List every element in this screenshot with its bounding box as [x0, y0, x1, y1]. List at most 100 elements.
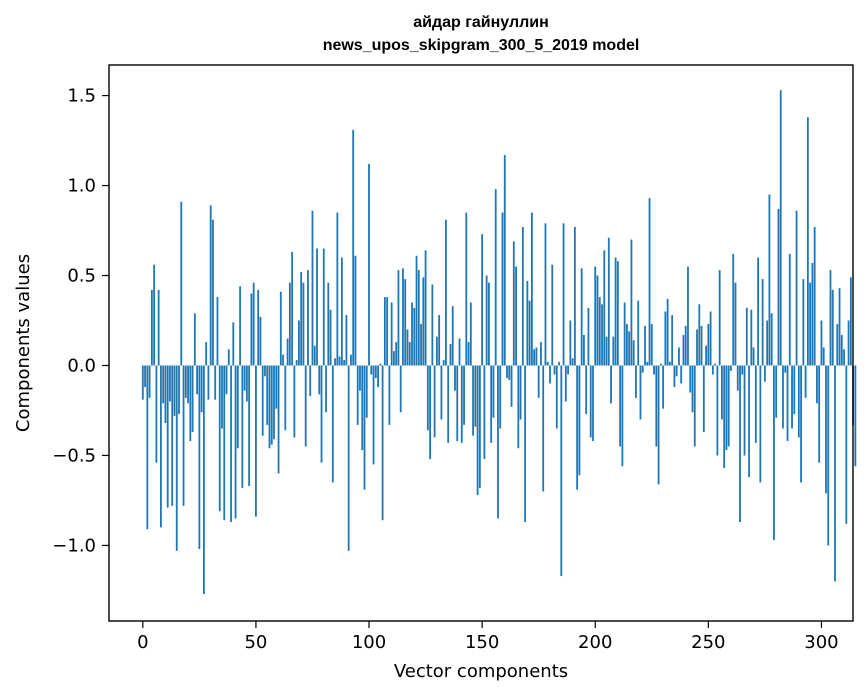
- bar-63: [284, 365, 287, 431]
- bar-32: [214, 365, 217, 400]
- bar-211: [619, 365, 622, 447]
- bar-54: [264, 365, 266, 377]
- bar-42: [236, 365, 239, 449]
- bar-111: [393, 351, 395, 366]
- bar-52: [259, 316, 262, 366]
- bar-104: [377, 365, 379, 388]
- bar-119: [411, 302, 413, 366]
- bar-223: [646, 361, 649, 366]
- bar-139: [456, 365, 459, 442]
- bar-247: [700, 325, 703, 366]
- bar-285: [786, 365, 789, 442]
- bar-88: [340, 257, 343, 366]
- bar-132: [440, 365, 443, 420]
- bar-312: [847, 320, 850, 366]
- bar-75: [311, 210, 314, 366]
- bar-134: [445, 219, 447, 366]
- bar-66: [291, 252, 294, 366]
- bar-94: [354, 255, 357, 366]
- bar-281: [777, 208, 780, 366]
- x-tick-label: 100: [352, 632, 386, 653]
- bar-40: [232, 322, 235, 366]
- bar-110: [390, 302, 393, 366]
- bar-307: [836, 324, 839, 366]
- bar-68: [295, 360, 298, 366]
- bar-303: [827, 365, 830, 546]
- bar-150: [481, 234, 484, 366]
- bar-166: [517, 365, 520, 449]
- bar-16: [178, 365, 180, 415]
- bar-85: [334, 358, 336, 366]
- bar-47: [248, 365, 251, 487]
- bar-181: [551, 264, 554, 366]
- bar-36: [223, 365, 226, 521]
- bar-202: [598, 297, 601, 366]
- bar-287: [791, 365, 793, 429]
- bar-107: [383, 297, 386, 366]
- bar-39: [230, 365, 232, 523]
- y-tick-label: 1.0: [67, 176, 96, 197]
- bar-250: [707, 324, 710, 366]
- bar-257: [723, 365, 726, 469]
- chart-title: айдар гайнуллин: [413, 14, 549, 31]
- bar-293: [804, 365, 807, 398]
- bar-172: [530, 212, 533, 366]
- bar-15: [175, 365, 178, 551]
- bar-1: [144, 365, 146, 388]
- bar-183: [555, 365, 558, 429]
- bar-10: [164, 365, 167, 424]
- bar-258: [725, 365, 728, 451]
- bar-14: [173, 365, 176, 416]
- bar-145: [469, 302, 472, 366]
- bar-58: [273, 365, 275, 440]
- bar-120: [413, 307, 416, 366]
- bar-274: [761, 279, 764, 366]
- bar-118: [408, 342, 411, 366]
- bar-254: [716, 365, 719, 456]
- bar-182: [553, 365, 556, 375]
- bar-214: [626, 324, 628, 366]
- y-tick-label: −1.0: [52, 535, 96, 556]
- bar-12: [169, 365, 171, 402]
- bar-230: [662, 365, 664, 409]
- bar-220: [639, 365, 642, 420]
- bar-308: [838, 288, 841, 366]
- bar-152: [485, 275, 488, 366]
- bar-213: [623, 302, 626, 366]
- x-tick-label: 300: [804, 632, 838, 653]
- bar-108: [386, 297, 389, 366]
- bar-290: [797, 365, 800, 438]
- bar-164: [512, 241, 515, 366]
- bar-59: [275, 365, 278, 409]
- bar-222: [644, 325, 646, 366]
- bar-275: [763, 365, 766, 382]
- bar-188: [567, 365, 569, 375]
- bar-112: [395, 342, 398, 366]
- bar-92: [350, 354, 352, 366]
- bar-90: [345, 315, 348, 366]
- y-tick-label: −0.5: [52, 445, 96, 466]
- bar-298: [816, 365, 818, 404]
- bar-72: [304, 365, 307, 447]
- bar-133: [442, 360, 445, 366]
- bar-147: [474, 365, 477, 427]
- bar-215: [628, 331, 631, 366]
- bar-310: [843, 349, 845, 366]
- bar-129: [433, 365, 436, 438]
- bar-95: [356, 365, 359, 425]
- bar-260: [730, 365, 732, 371]
- bar-8: [160, 365, 162, 528]
- bar-157: [497, 365, 499, 519]
- bar-154: [490, 365, 493, 443]
- bar-26: [200, 365, 203, 413]
- bar-248: [702, 365, 705, 433]
- bar-127: [429, 365, 432, 460]
- bar-238: [680, 365, 683, 384]
- bar-284: [784, 365, 787, 373]
- bar-234: [671, 315, 674, 366]
- bar-153: [488, 282, 490, 366]
- bar-184: [558, 361, 560, 366]
- bar-305: [831, 289, 834, 366]
- bar-20: [187, 365, 189, 404]
- bar-180: [549, 365, 551, 384]
